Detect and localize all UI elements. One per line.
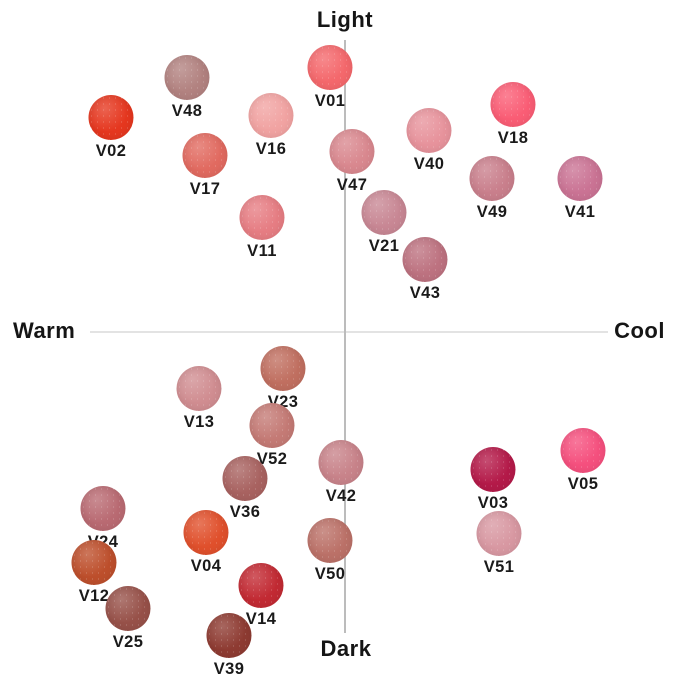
shade-swatch-v17: V17 xyxy=(182,132,228,199)
shade-color-dot xyxy=(406,107,452,153)
shade-color-dot xyxy=(80,485,126,531)
shade-label: V03 xyxy=(477,493,509,512)
shade-label: V43 xyxy=(409,283,441,302)
shade-label: V51 xyxy=(483,557,515,576)
shade-swatch-v12: V12 xyxy=(71,539,117,606)
shade-label: V11 xyxy=(247,241,277,260)
shade-label: V50 xyxy=(314,564,346,583)
axis-label-light: Light xyxy=(316,7,374,32)
shade-label: V42 xyxy=(325,486,357,505)
shade-color-dot xyxy=(318,439,364,485)
shade-swatch-v03: V03 xyxy=(470,446,516,513)
axis-label-cool: Cool xyxy=(614,318,665,343)
shade-swatch-v13: V13 xyxy=(176,365,222,432)
shade-color-dot xyxy=(402,236,448,282)
shade-label: V13 xyxy=(183,412,215,431)
shade-color-dot xyxy=(490,81,536,127)
shade-label: V39 xyxy=(213,659,245,678)
shade-color-dot xyxy=(238,562,284,608)
shade-swatch-v48: V48 xyxy=(164,54,210,121)
shade-color-dot xyxy=(469,155,515,201)
shade-color-dot xyxy=(88,94,134,140)
shade-color-dot xyxy=(557,155,603,201)
shade-color-dot xyxy=(71,539,117,585)
shade-color-dot xyxy=(249,402,295,448)
shade-color-dot xyxy=(164,54,210,100)
shade-label: V04 xyxy=(190,556,222,575)
shade-color-dot xyxy=(206,612,252,658)
shade-swatch-v14: V14 xyxy=(238,562,284,629)
shade-color-dot xyxy=(222,455,268,501)
shade-label: V18 xyxy=(497,128,529,147)
shade-swatch-v11: V11 xyxy=(239,194,285,261)
shade-color-dot xyxy=(470,446,516,492)
shade-color-dot xyxy=(476,510,522,556)
shade-color-dot xyxy=(329,128,375,174)
shade-swatch-v01: V01 xyxy=(307,44,353,111)
light-dark-axis-line xyxy=(344,40,346,633)
axis-label-warm: Warm xyxy=(13,318,76,343)
shade-swatch-v49: V49 xyxy=(469,155,515,222)
shade-label: V16 xyxy=(255,139,287,158)
shade-label: V52 xyxy=(256,449,288,468)
shade-color-dot xyxy=(182,132,228,178)
shade-color-dot xyxy=(183,509,229,555)
shade-swatch-v23: V23 xyxy=(260,345,306,412)
shade-swatch-v51: V51 xyxy=(476,510,522,577)
shade-color-dot xyxy=(239,194,285,240)
shade-color-dot xyxy=(560,427,606,473)
shade-label: V25 xyxy=(112,632,144,651)
shade-swatch-v47: V47 xyxy=(329,128,375,195)
shade-swatch-v04: V04 xyxy=(183,509,229,576)
shade-label: V05 xyxy=(567,474,599,493)
shade-color-dot xyxy=(176,365,222,411)
shade-color-dot xyxy=(260,345,306,391)
shade-label: V36 xyxy=(229,502,261,521)
shade-label: V49 xyxy=(476,202,508,221)
shade-swatch-v16: V16 xyxy=(248,92,294,159)
shade-color-dot xyxy=(361,189,407,235)
shade-label: V47 xyxy=(336,175,368,194)
shade-label: V02 xyxy=(95,141,127,160)
shade-swatch-v50: V50 xyxy=(307,517,353,584)
shade-color-dot xyxy=(248,92,294,138)
shade-label: V14 xyxy=(245,609,277,628)
shade-swatch-v43: V43 xyxy=(402,236,448,303)
shade-label: V40 xyxy=(413,154,445,173)
shade-label: V01 xyxy=(314,91,346,110)
shade-swatch-v52: V52 xyxy=(249,402,295,469)
shade-swatch-v36: V36 xyxy=(222,455,268,522)
shade-swatch-v40: V40 xyxy=(406,107,452,174)
shade-label: V48 xyxy=(171,101,203,120)
shade-color-dot xyxy=(105,585,151,631)
shade-swatch-v05: V05 xyxy=(560,427,606,494)
shade-swatch-v18: V18 xyxy=(490,81,536,148)
shade-swatch-v39: V39 xyxy=(206,612,252,679)
shade-swatch-v02: V02 xyxy=(88,94,134,161)
shade-swatch-v41: V41 xyxy=(557,155,603,222)
axis-label-dark: Dark xyxy=(320,636,372,661)
shade-label: V21 xyxy=(368,236,400,255)
shade-swatch-v42: V42 xyxy=(318,439,364,506)
shade-label: V17 xyxy=(189,179,221,198)
shade-color-dot xyxy=(307,517,353,563)
shade-color-dot xyxy=(307,44,353,90)
shade-label: V41 xyxy=(564,202,596,221)
shade-swatch-v25: V25 xyxy=(105,585,151,652)
shade-label: V12 xyxy=(78,586,110,605)
warm-cool-axis-line xyxy=(90,331,608,333)
shade-swatch-v21: V21 xyxy=(361,189,407,256)
